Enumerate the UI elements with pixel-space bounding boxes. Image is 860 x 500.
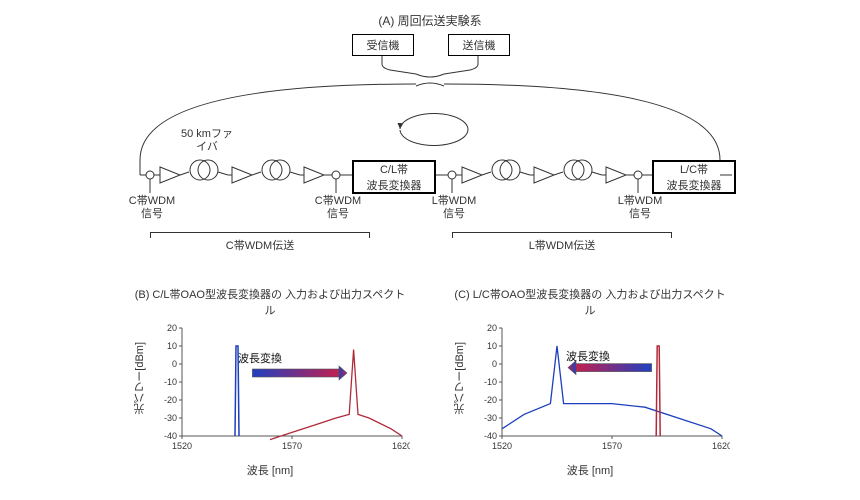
svg-text:1570: 1570	[602, 441, 622, 451]
chart-c-conv-label: 波長変換	[566, 348, 610, 364]
c-transmission-label: C帯WDM伝送	[200, 240, 320, 253]
svg-text:-30: -30	[164, 413, 177, 423]
svg-text:0: 0	[492, 359, 497, 369]
c-transmission-bracket	[150, 232, 370, 233]
chart-c-ylabel: 光パワー[dBm]	[452, 342, 468, 415]
chart-c-svg: -40 -30 -20 -10 0 10 20 1520 1570 1620	[450, 320, 730, 460]
chart-b: (B) C/L帯OAO型波長変換器の 入力および出力スペクトル 光パワー[dBm…	[130, 286, 410, 478]
svg-text:-40: -40	[164, 431, 177, 441]
svg-text:-30: -30	[484, 413, 497, 423]
svg-text:0: 0	[172, 359, 177, 369]
chart-c-xlabel: 波長 [nm]	[450, 462, 730, 478]
svg-text:1620: 1620	[392, 441, 410, 451]
svg-text:-20: -20	[484, 395, 497, 405]
l-transmission-label: L帯WDM伝送	[502, 240, 622, 253]
svg-text:20: 20	[487, 323, 497, 333]
svg-text:20: 20	[167, 323, 177, 333]
svg-text:10: 10	[167, 341, 177, 351]
chart-c: (C) L/C帯OAO型波長変換器の 入力および出力スペクトル 光パワー[dBm…	[450, 286, 730, 478]
l-wdm-signal-right: L帯WDM 信号	[610, 195, 670, 221]
chart-c-title: (C) L/C帯OAO型波長変換器の 入力および出力スペクトル	[450, 286, 730, 318]
c-wdm-signal-left: C帯WDM 信号	[122, 195, 182, 221]
chart-b-conv-label: 波長変換	[238, 350, 282, 366]
svg-text:-10: -10	[164, 377, 177, 387]
svg-text:-40: -40	[484, 431, 497, 441]
svg-text:1520: 1520	[492, 441, 512, 451]
chart-b-svg: -40 -30 -20 -10 0 10 20 1520 1570 1620	[130, 320, 410, 460]
chart-b-xlabel: 波長 [nm]	[130, 462, 410, 478]
l-wdm-signal-left: L帯WDM 信号	[424, 195, 484, 221]
svg-text:-10: -10	[484, 377, 497, 387]
svg-text:1520: 1520	[172, 441, 192, 451]
diagram-right-connect	[0, 0, 860, 280]
svg-text:1620: 1620	[712, 441, 730, 451]
chart-b-ylabel: 光パワー[dBm]	[132, 342, 148, 415]
svg-text:10: 10	[487, 341, 497, 351]
svg-text:-20: -20	[164, 395, 177, 405]
c-wdm-signal-right: C帯WDM 信号	[308, 195, 368, 221]
chart-b-title: (B) C/L帯OAO型波長変換器の 入力および出力スペクトル	[130, 286, 410, 318]
l-transmission-bracket	[452, 232, 672, 233]
svg-text:1570: 1570	[282, 441, 302, 451]
